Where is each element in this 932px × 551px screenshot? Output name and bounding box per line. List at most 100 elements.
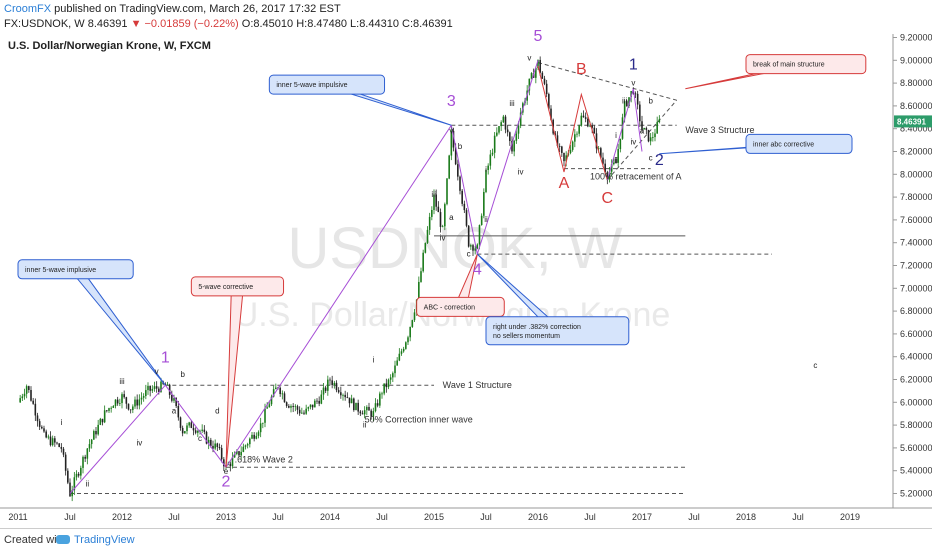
y-tick-label: 6.20000 — [900, 375, 932, 385]
candle-body — [613, 162, 615, 165]
candle-body — [342, 394, 344, 396]
candle-body — [519, 112, 522, 126]
wave-label-minor: i — [372, 355, 374, 364]
candle-body — [155, 386, 158, 389]
wave-label-minor: ii — [86, 480, 90, 489]
wave-label-minor: d — [215, 407, 219, 416]
candle-body — [153, 386, 156, 389]
candle-body — [584, 117, 587, 119]
wave-label-minor: iii — [622, 97, 628, 106]
x-tick-label: 2014 — [320, 512, 340, 522]
y-tick-label: 6.80000 — [900, 306, 932, 316]
candle-body — [474, 248, 476, 251]
wave-label-minor: ii — [484, 215, 488, 224]
candle-body — [238, 451, 240, 456]
candle-body — [641, 121, 643, 130]
candle-body — [561, 146, 563, 153]
candle-body — [186, 425, 188, 432]
candle-body — [142, 396, 145, 398]
candle-body — [335, 382, 338, 391]
candle-body — [298, 409, 301, 414]
wave-label-minor: i — [60, 418, 62, 427]
publisher-line: CroomFX published on TradingView.com, Ma… — [4, 3, 341, 15]
candle-body — [400, 351, 403, 354]
quote-change: ▼ −0.01859 (−0.22%) — [130, 18, 239, 30]
candle-body — [28, 386, 30, 390]
author-link[interactable]: CroomFX — [4, 3, 52, 15]
candle-body — [392, 373, 394, 378]
candle-body — [54, 438, 56, 443]
candle-body — [491, 152, 494, 155]
wave-label-minor: v — [527, 53, 531, 62]
callout-box — [485, 316, 630, 346]
x-tick-label: Jul — [480, 512, 492, 522]
annotation-text: 50% Correction inner wave — [365, 414, 473, 424]
wave-label-minor: b — [458, 142, 463, 151]
candle-body — [452, 130, 455, 148]
x-tick-label: 2017 — [632, 512, 652, 522]
candle-body — [381, 393, 383, 395]
wave-label-major: 4 — [473, 262, 482, 279]
y-tick-label: 7.40000 — [900, 238, 932, 248]
tradingview-link[interactable]: TradingView — [74, 534, 135, 546]
candle-body — [574, 134, 576, 142]
candle-body — [569, 149, 572, 154]
candle-body — [45, 431, 47, 438]
callout-box — [745, 54, 867, 75]
candle-body — [476, 244, 479, 249]
candle-body — [411, 320, 414, 327]
candles-group — [19, 56, 661, 502]
wave-label-minor: iii — [119, 377, 125, 386]
y-tick-label: 5.60000 — [900, 443, 932, 453]
candle-body — [255, 435, 258, 439]
wave-label-major: 2 — [222, 474, 231, 491]
candle-body — [201, 429, 203, 431]
candle-body — [147, 385, 149, 391]
candle-body — [346, 397, 349, 398]
candle-body — [38, 421, 41, 427]
candle-body — [160, 381, 162, 392]
wave-label-major: 1 — [161, 349, 170, 366]
candle-body — [548, 94, 550, 109]
candle-body — [402, 348, 405, 352]
candle-body — [489, 154, 492, 166]
candle-body — [214, 443, 216, 449]
candle-body — [571, 141, 574, 150]
candle-body — [103, 410, 106, 423]
candle-body — [69, 482, 71, 497]
candle-body — [610, 164, 613, 172]
candle-body — [41, 426, 43, 429]
wave-label-minor: a — [172, 407, 177, 416]
candle-body — [502, 116, 505, 123]
candle-body — [363, 410, 366, 415]
callout-text: right under .382% correction — [493, 324, 581, 331]
quote-symbol: FX:USDNOK, W 8.46391 — [4, 18, 128, 30]
candle-body — [487, 165, 489, 170]
candle-body — [357, 402, 359, 412]
candle-body — [181, 427, 184, 434]
candle-body — [307, 407, 310, 409]
candle-body — [431, 209, 433, 217]
candle-body — [34, 403, 37, 416]
candle-body — [23, 393, 26, 397]
y-tick-label: 5.20000 — [900, 489, 932, 499]
candle-body — [645, 127, 648, 130]
candle-body — [99, 418, 102, 425]
candle-body — [264, 408, 266, 423]
candle-body — [80, 467, 82, 476]
candle-body — [110, 407, 112, 409]
candle-body — [504, 116, 507, 130]
candle-body — [513, 140, 515, 152]
candle-body — [75, 473, 78, 478]
candle-body — [441, 226, 444, 228]
candle-body — [285, 402, 288, 406]
callout-text: inner 5-wave impulsive — [276, 82, 347, 89]
candle-body — [259, 423, 262, 433]
y-tick-label: 6.40000 — [900, 352, 932, 362]
candle-body — [465, 210, 468, 226]
candle-body — [647, 129, 650, 142]
candle-body — [606, 172, 609, 180]
candle-body — [409, 326, 411, 338]
candle-body — [576, 133, 578, 135]
candle-body — [450, 130, 453, 156]
